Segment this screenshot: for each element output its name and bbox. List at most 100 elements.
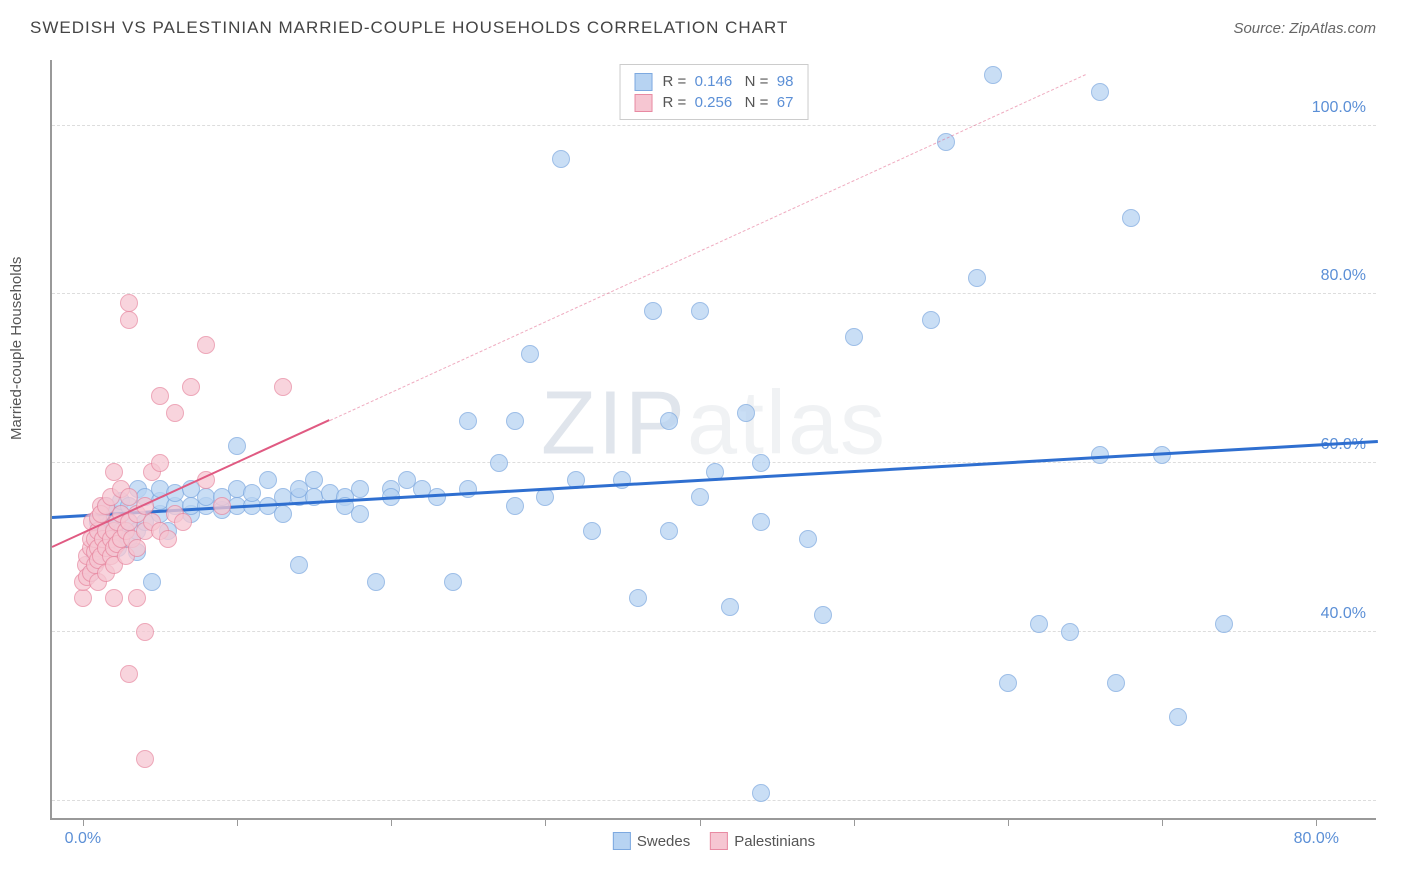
data-point [128,539,146,557]
scatter-chart: ZIPatlas R = 0.146 N = 98R = 0.256 N = 6… [50,60,1376,820]
gridline [52,125,1376,126]
data-point [629,589,647,607]
x-tick [545,818,546,826]
data-point [351,505,369,523]
legend-stat: R = 0.256 N = 67 [663,92,794,113]
data-point [799,530,817,548]
chart-title: SWEDISH VS PALESTINIAN MARRIED-COUPLE HO… [30,18,788,38]
data-point [552,150,570,168]
data-point [752,784,770,802]
data-point [1107,674,1125,692]
data-point [444,573,462,591]
data-point [120,665,138,683]
y-tick-label: 80.0% [1321,267,1366,285]
x-tick [237,818,238,826]
legend-swatch [635,73,653,91]
data-point [644,302,662,320]
gridline [52,800,1376,801]
trend-line [329,74,1085,421]
data-point [243,484,261,502]
data-point [1169,708,1187,726]
data-point [351,480,369,498]
data-point [428,488,446,506]
data-point [197,336,215,354]
source-attribution: Source: ZipAtlas.com [1233,20,1376,37]
data-point [506,497,524,515]
data-point [159,530,177,548]
y-tick-label: 100.0% [1312,99,1366,117]
gridline [52,631,1376,632]
series-name: Palestinians [734,833,815,850]
data-point [367,573,385,591]
x-tick [1316,818,1317,826]
data-point [259,471,277,489]
data-point [274,378,292,396]
data-point [213,497,231,515]
legend-stat: R = 0.146 N = 98 [663,71,794,92]
data-point [459,412,477,430]
data-point [1030,615,1048,633]
data-point [136,623,154,641]
data-point [174,513,192,531]
data-point [166,404,184,422]
data-point [290,556,308,574]
data-point [691,302,709,320]
data-point [691,488,709,506]
y-tick-label: 40.0% [1321,605,1366,623]
data-point [1091,83,1109,101]
series-legend-item: Palestinians [710,832,815,850]
data-point [1122,209,1140,227]
legend-swatch [635,94,653,112]
series-legend: Swedes Palestinians [613,832,815,850]
data-point [74,589,92,607]
data-point [536,488,554,506]
data-point [105,589,123,607]
data-point [660,522,678,540]
data-point [613,471,631,489]
data-point [721,598,739,616]
data-point [937,133,955,151]
x-tick [1008,818,1009,826]
data-point [752,513,770,531]
legend-swatch [613,832,631,850]
data-point [305,471,323,489]
x-tick [391,818,392,826]
x-tick [83,818,84,826]
data-point [521,345,539,363]
data-point [984,66,1002,84]
trend-line [52,440,1378,518]
data-point [128,589,146,607]
data-point [105,463,123,481]
data-point [999,674,1017,692]
data-point [583,522,601,540]
data-point [968,269,986,287]
trend-line [52,419,330,548]
data-point [151,387,169,405]
x-tick [854,818,855,826]
data-point [1061,623,1079,641]
x-tick-label: 80.0% [1294,830,1339,848]
legend-swatch [710,832,728,850]
gridline [52,293,1376,294]
x-tick [700,818,701,826]
legend-row: R = 0.256 N = 67 [635,92,794,113]
data-point [136,750,154,768]
watermark: ZIPatlas [541,372,887,475]
data-point [845,328,863,346]
legend-row: R = 0.146 N = 98 [635,71,794,92]
series-legend-item: Swedes [613,832,690,850]
data-point [814,606,832,624]
data-point [752,454,770,472]
data-point [274,505,292,523]
data-point [143,573,161,591]
data-point [182,378,200,396]
data-point [737,404,755,422]
stats-legend: R = 0.146 N = 98R = 0.256 N = 67 [620,64,809,120]
data-point [151,454,169,472]
data-point [228,437,246,455]
data-point [506,412,524,430]
data-point [120,294,138,312]
data-point [1215,615,1233,633]
data-point [120,311,138,329]
data-point [922,311,940,329]
